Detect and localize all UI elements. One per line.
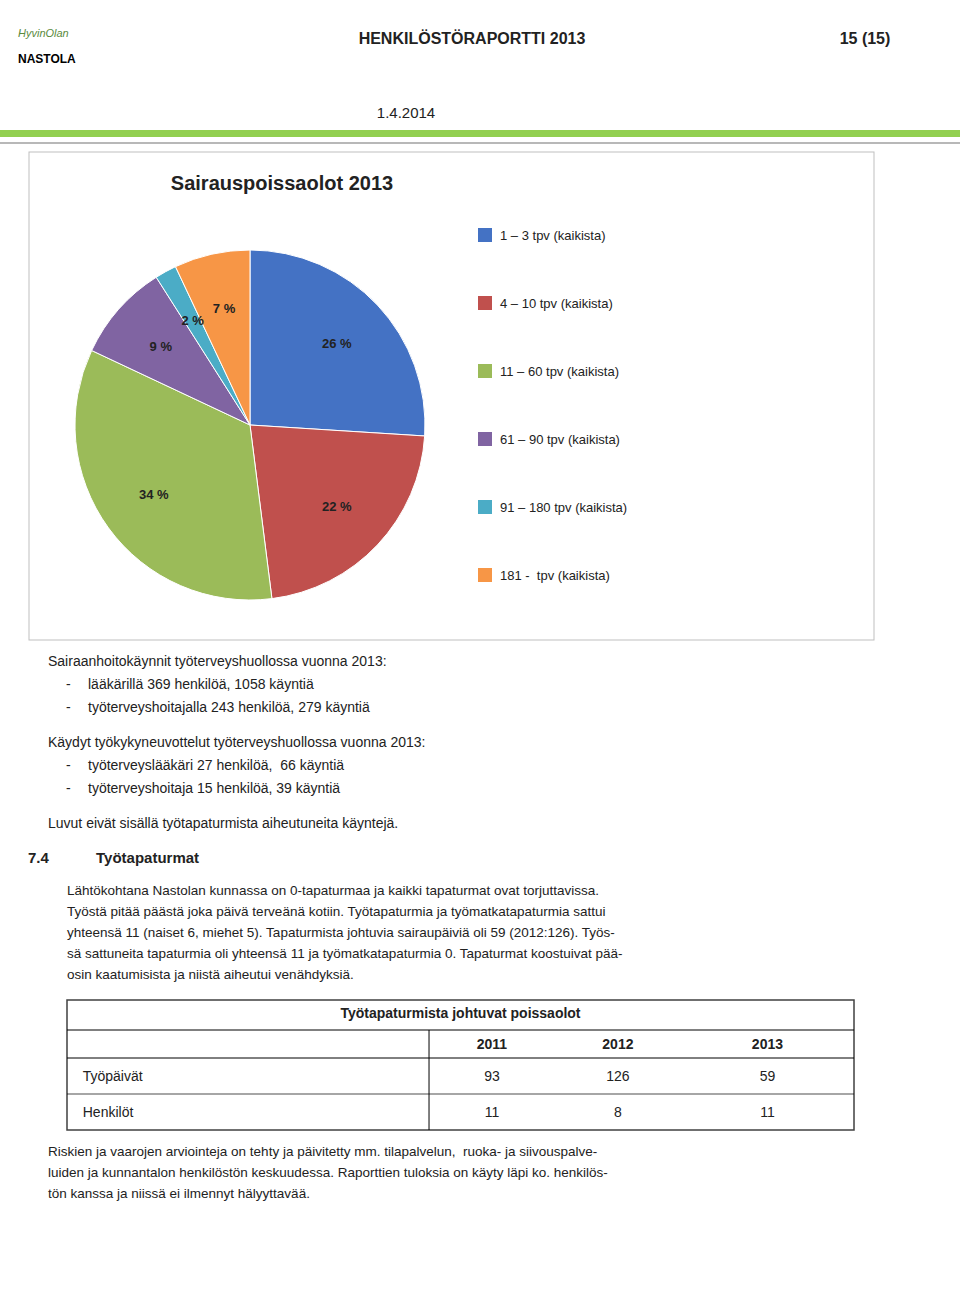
section-number: 7.4 (28, 849, 50, 866)
section-heading: 7.4 Työtapaturmat (28, 849, 199, 866)
table-rule (67, 1030, 854, 1031)
table-header: 2012 (602, 1036, 633, 1052)
legend-swatch (478, 500, 492, 514)
legend-swatch (478, 296, 492, 310)
pie-slices (75, 250, 425, 600)
bullet-text: työterveyshoitaja 15 henkilöä, 39 käynti… (88, 780, 340, 796)
header-page: 15 (15) (840, 30, 891, 47)
footer-line: Riskien ja vaarojen arviointeja on tehty… (48, 1144, 597, 1159)
legend-label: 181 - tpv (kaikista) (500, 568, 610, 583)
table-rule (429, 1030, 430, 1130)
paragraph: Käydyt työkykyneuvottelut työterveyshuol… (48, 734, 425, 750)
bullet-text: lääkärillä 369 henkilöä, 1058 käyntiä (88, 676, 314, 692)
table-rule (67, 1094, 854, 1095)
body-line: yhteensä 11 (naiset 6, miehet 5). Tapatu… (67, 925, 615, 940)
data-labels: 26 % 22 % 34 % 9 % 2 % 7 % (139, 301, 352, 514)
bullet-text: työterveyshoitajalla 243 henkilöä, 279 k… (88, 699, 370, 715)
table-cell: 93 (484, 1068, 500, 1084)
table-header: 2011 (477, 1036, 508, 1052)
pie-slice (175, 250, 250, 425)
legend-label: 91 – 180 tpv (kaikista) (500, 500, 627, 515)
table-frame (67, 1000, 854, 1130)
bullet-marker: - (66, 780, 71, 796)
header-title: HENKILÖSTÖRAPORTTI 2013 (359, 29, 586, 47)
paragraph: Sairaanhoitokäynnit työterveyshuollossa … (48, 653, 387, 669)
legend-swatch (478, 228, 492, 242)
paragraph: Luvut eivät sisällä työtapaturmista aihe… (48, 815, 398, 831)
bullet-marker: - (66, 757, 71, 773)
data-label: 34 % (139, 487, 169, 502)
table-cell: 8 (614, 1104, 622, 1120)
table-rule (67, 1058, 854, 1059)
legend-label: 4 – 10 tpv (kaikista) (500, 296, 613, 311)
table-cell: 11 (485, 1104, 500, 1120)
data-label: 7 % (213, 301, 236, 316)
data-label: 26 % (322, 336, 352, 351)
logo-text: NASTOLA (18, 52, 76, 66)
chart-frame (29, 152, 874, 640)
bullet-text: työterveyslääkäri 27 henkilöä, 66 käynti… (88, 757, 344, 773)
legend-label: 61 – 90 tpv (kaikista) (500, 432, 620, 447)
body-line: Lähtökohtana Nastolan kunnassa on 0-tapa… (67, 883, 599, 898)
header-date: 1.4.2014 (377, 104, 435, 121)
table-cell: 59 (760, 1068, 776, 1084)
pie-slice (250, 250, 425, 436)
footer: Riskien ja vaarojen arviointeja on tehty… (48, 1144, 608, 1201)
logo-text: HyvinOlan (18, 27, 69, 39)
footer-line: tön kanssa ja niissä ei ilmennyt hälyytt… (48, 1186, 310, 1201)
table-cell: 11 (760, 1104, 775, 1120)
chart-box: Sairauspoissaolot 2013 26 % 22 % 34 % 9 % 2 %… (29, 152, 874, 640)
table-cell: 126 (606, 1068, 630, 1084)
page: HyvinOlan NASTOLA HENKILÖSTÖRAPORTTI 2013 1… (0, 0, 960, 1300)
table-header: 2013 (752, 1036, 783, 1052)
chart-title: Sairauspoissaolot 2013 (171, 172, 393, 194)
legend-swatch (478, 568, 492, 582)
header-rule (0, 130, 960, 137)
table: Työtapaturmista johtuvat poissaolot 2011 2… (67, 1000, 854, 1130)
section-name: Työtapaturmat (96, 849, 199, 866)
body-text: Lähtökohtana Nastolan kunnassa on 0-tapa… (67, 883, 623, 982)
table-row-label: Henkilöt (83, 1104, 134, 1120)
data-label: 22 % (322, 499, 352, 514)
body-line: Työstä pitää päästä joka päivä terveänä … (67, 904, 606, 919)
data-label: 2 % (181, 313, 204, 328)
legend-label: 11 – 60 tpv (kaikista) (500, 364, 619, 379)
text-blocks: Sairaanhoitokäynnit työterveyshuollossa … (48, 653, 425, 831)
data-label: 9 % (150, 339, 173, 354)
header: HyvinOlan NASTOLA HENKILÖSTÖRAPORTTI 2013 1… (0, 27, 960, 143)
header-rule (0, 142, 960, 144)
legend: 1 – 3 tpv (kaikista) 4 – 10 tpv (kaikista… (478, 228, 627, 583)
legend-swatch (478, 432, 492, 446)
body-line: sä sattuneita tapaturmia oli yhteensä 11… (67, 946, 623, 961)
bullet-marker: - (66, 676, 71, 692)
legend-label: 1 – 3 tpv (kaikista) (500, 228, 606, 243)
legend-swatch (478, 364, 492, 378)
body-line: osin kaatumisista ja niistä aiheutui ven… (67, 967, 354, 982)
pie-slice (250, 425, 425, 599)
table-title: Työtapaturmista johtuvat poissaolot (340, 1005, 580, 1021)
bullet-marker: - (66, 699, 71, 715)
pie: 26 % 22 % 34 % 9 % 2 % 7 % (75, 250, 425, 600)
footer-line: luiden ja kunnantalon henkilöstön keskuu… (48, 1165, 608, 1180)
table-row-label: Työpäivät (83, 1068, 143, 1084)
